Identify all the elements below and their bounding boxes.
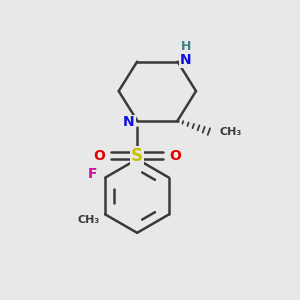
Text: CH₃: CH₃: [220, 127, 242, 136]
Text: CH₃: CH₃: [78, 215, 100, 225]
Text: O: O: [169, 148, 181, 163]
Text: N: N: [123, 116, 135, 129]
Text: N: N: [180, 53, 191, 67]
Text: F: F: [88, 167, 97, 181]
Text: O: O: [93, 148, 105, 163]
Text: S: S: [131, 146, 143, 164]
Text: H: H: [181, 40, 191, 53]
